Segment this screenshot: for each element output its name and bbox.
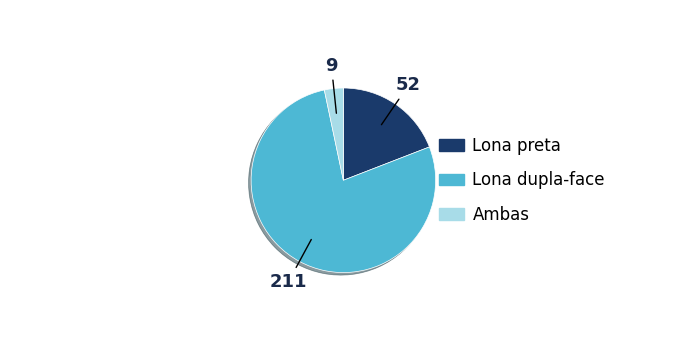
- Wedge shape: [324, 88, 344, 180]
- Legend: Lona preta, Lona dupla-face, Ambas: Lona preta, Lona dupla-face, Ambas: [432, 130, 611, 231]
- Text: 9: 9: [325, 57, 337, 113]
- Text: 211: 211: [270, 239, 311, 291]
- Wedge shape: [251, 90, 436, 273]
- Text: 52: 52: [381, 76, 421, 125]
- Wedge shape: [344, 88, 430, 180]
